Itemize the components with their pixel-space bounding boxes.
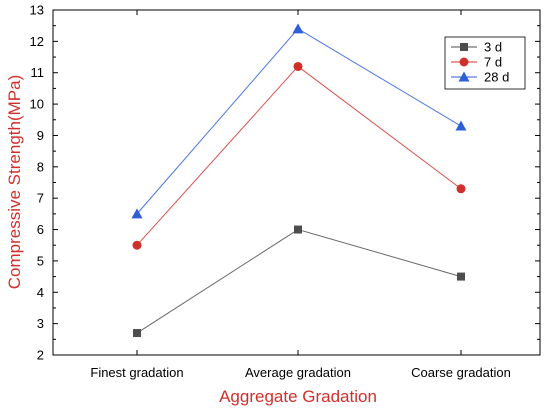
y-tick-label: 9 bbox=[37, 128, 44, 143]
x-axis-title: Aggregate Gradation bbox=[219, 387, 377, 406]
data-point bbox=[293, 61, 303, 71]
series-line-2 bbox=[136, 28, 462, 215]
series-line-0 bbox=[136, 229, 462, 334]
y-tick-label: 10 bbox=[30, 97, 44, 112]
series-line-1 bbox=[136, 65, 462, 246]
legend: 3 d7 d28 d bbox=[444, 36, 526, 90]
y-tick-label: 11 bbox=[31, 65, 45, 80]
y-tick-label: 5 bbox=[37, 253, 44, 268]
series-0 bbox=[133, 225, 465, 338]
y-tick-label: 2 bbox=[37, 348, 44, 363]
y-tick-label: 8 bbox=[37, 159, 44, 174]
y-tick-label: 13 bbox=[30, 3, 44, 18]
y-tick-label: 3 bbox=[37, 316, 44, 331]
x-tick-label: Finest gradation bbox=[90, 365, 183, 380]
legend-marker-2 bbox=[458, 71, 470, 82]
legend-marker-0 bbox=[460, 43, 468, 51]
data-point bbox=[457, 272, 465, 281]
legend-box bbox=[444, 36, 526, 90]
y-tick-label: 4 bbox=[37, 285, 44, 300]
legend-label: 28 d bbox=[484, 70, 509, 85]
x-tick-label: Average gradation bbox=[245, 365, 351, 380]
series-1 bbox=[132, 61, 466, 250]
y-tick-label: 12 bbox=[30, 34, 44, 49]
data-point bbox=[294, 225, 302, 234]
data-point bbox=[456, 184, 466, 194]
legend-marker-1 bbox=[459, 57, 469, 67]
y-tick-label: 7 bbox=[37, 191, 44, 206]
data-point bbox=[455, 120, 467, 131]
series-layer bbox=[131, 23, 467, 338]
x-tick-label: Coarse gradation bbox=[411, 365, 511, 380]
y-tick-label: 6 bbox=[37, 222, 44, 237]
data-point bbox=[132, 240, 142, 250]
legend-label: 3 d bbox=[484, 40, 502, 55]
data-point bbox=[133, 329, 141, 338]
data-point bbox=[131, 208, 143, 219]
legend-label: 7 d bbox=[484, 55, 502, 70]
data-point bbox=[292, 23, 304, 34]
y-axis: 2 3 4 5 6 7 8 9 10 11 12 13 bbox=[30, 3, 540, 363]
series-2 bbox=[131, 23, 467, 219]
y-axis-title: Compressive Strength(MPa) bbox=[5, 75, 24, 289]
x-axis: Finest gradation Average gradation Coarse … bbox=[90, 10, 511, 380]
